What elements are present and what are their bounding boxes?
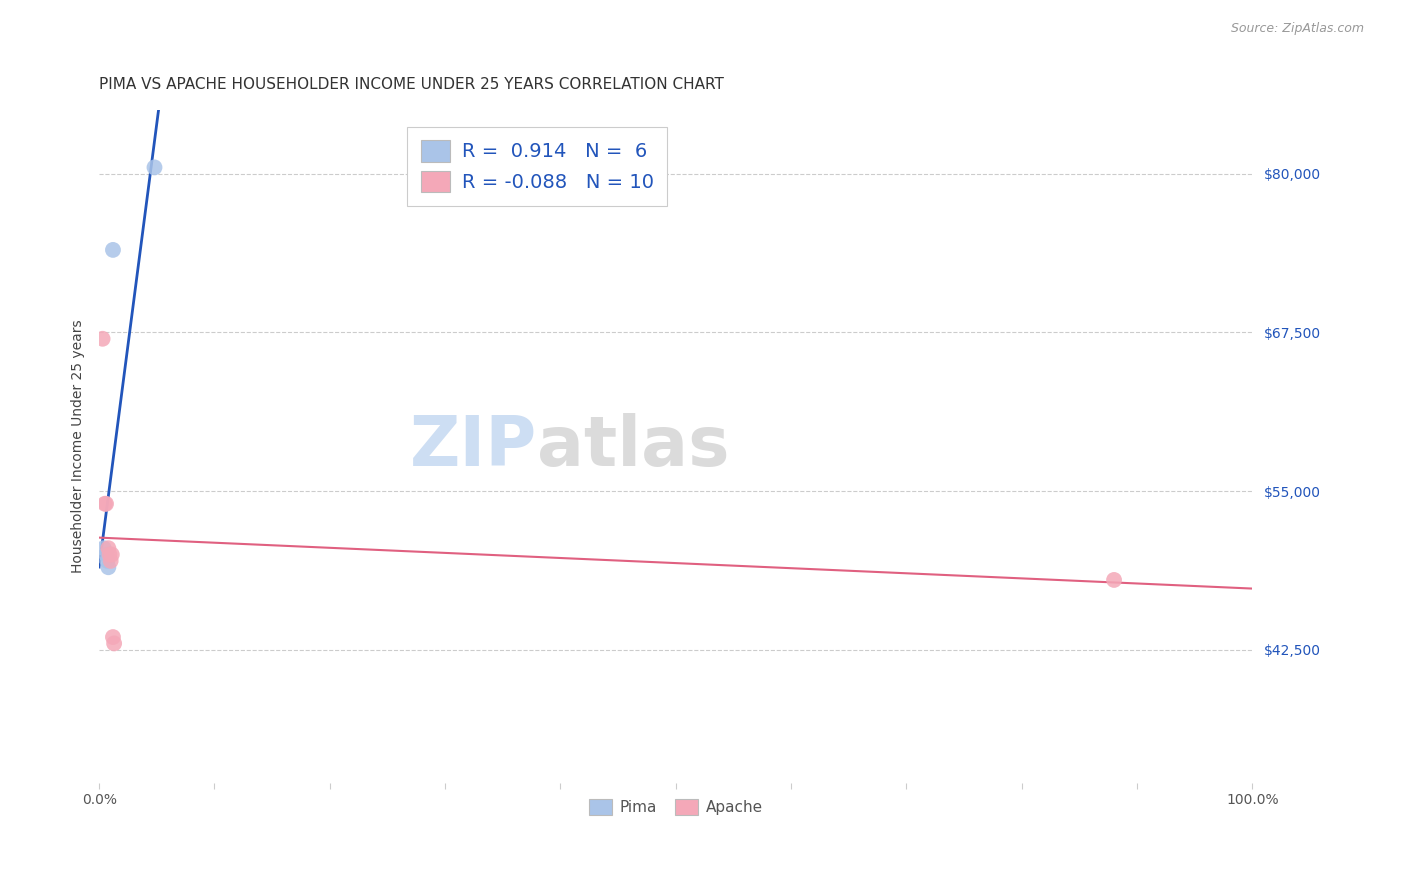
Point (100, 554, 122, 568)
Point (101, 630, 124, 644)
Point (143, 161, 166, 175)
Point (94, 497, 117, 511)
Text: ZIP: ZIP (411, 413, 537, 480)
Legend: Pima, Apache: Pima, Apache (581, 791, 770, 822)
Point (94, 548, 117, 562)
Point (98, 548, 121, 562)
Point (97, 541, 120, 556)
Point (1102, 573, 1125, 587)
Text: Source: ZipAtlas.com: Source: ZipAtlas.com (1230, 22, 1364, 36)
Point (101, 548, 124, 562)
Point (97, 560, 120, 574)
Text: atlas: atlas (537, 413, 730, 480)
Point (101, 243, 124, 257)
Y-axis label: Householder Income Under 25 years: Householder Income Under 25 years (72, 320, 86, 574)
Point (93, 541, 115, 556)
Point (96, 554, 118, 568)
Point (94, 497, 117, 511)
Text: PIMA VS APACHE HOUSEHOLDER INCOME UNDER 25 YEARS CORRELATION CHART: PIMA VS APACHE HOUSEHOLDER INCOME UNDER … (100, 78, 724, 93)
Point (91, 332, 114, 346)
Point (103, 636, 125, 650)
